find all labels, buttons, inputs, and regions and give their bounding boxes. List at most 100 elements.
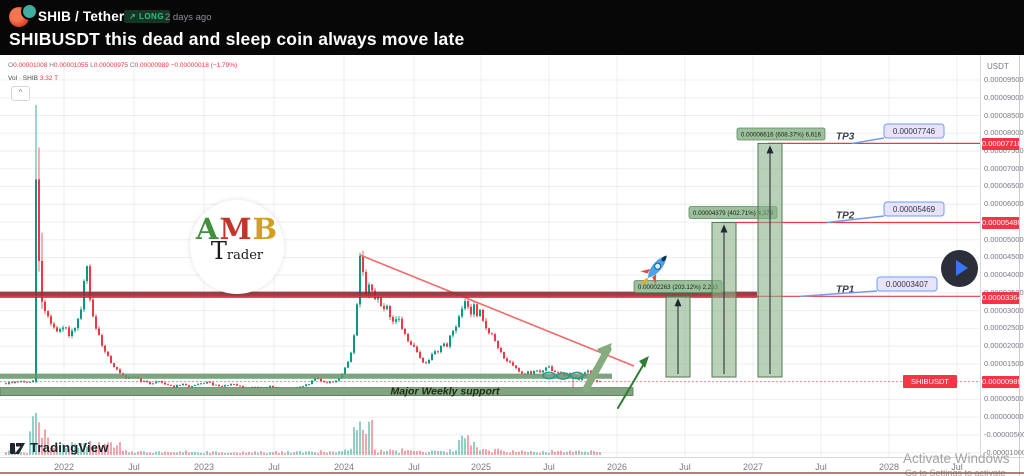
candles: [5, 104, 601, 396]
ohlc-key: C: [129, 62, 135, 69]
tradingview-wordmark: TradingView: [30, 440, 109, 455]
volume-legend: Vol · SHIB 3.32 T: [8, 75, 58, 82]
level-tp2[interactable]: TP2 0.00005469: [722, 201, 980, 224]
gain-pill: [736, 127, 826, 141]
watermark-trader: Trader: [210, 237, 264, 265]
price-axis[interactable]: USDT 0.00009500 0.00009000 0.00008500 0.000…: [980, 55, 1024, 457]
price-tick-label: 0.00002500: [984, 323, 1024, 333]
price-note-value: 0.00007746: [893, 127, 936, 136]
volume-label: Vol · SHIB: [8, 75, 38, 82]
major-support-band[interactable]: [0, 387, 634, 396]
level-price-badge: 0.00007710: [982, 137, 1022, 150]
price-note-bubble[interactable]: [883, 201, 945, 217]
price-tick-label: 0.00001500: [984, 358, 1024, 368]
drawn-up-arrow[interactable]: [582, 343, 612, 393]
published-time: 2 days ago: [165, 12, 212, 23]
level-label: TP3: [836, 131, 855, 142]
axis-currency-label: USDT: [987, 62, 1009, 71]
time-tick-label: 2027: [742, 462, 764, 472]
symbol-price-label: SHIBUSDT: [903, 375, 957, 388]
watermark-amb: AMB: [195, 212, 279, 246]
price-tick-label: 0.00009500: [984, 75, 1024, 85]
price-tick-label: 0.00008500: [984, 110, 1024, 120]
accumulation-ellipse[interactable]: [570, 371, 584, 380]
level-label: TP1: [836, 284, 855, 295]
ohlc-key: H: [49, 62, 54, 69]
price-tick-label: 0.00002000: [984, 341, 1024, 351]
price-tick-label: -0.00000500: [984, 429, 1024, 439]
projection-box[interactable]: 0.00006616 (608.37%) 6,616: [736, 127, 826, 378]
arrow-up-icon: [766, 145, 774, 154]
drawn-up-arrow[interactable]: [617, 356, 649, 409]
tether-coin-icon: [21, 3, 38, 20]
time-tick-label: Jul: [951, 462, 963, 472]
idea-header: SHIB / TetherUS ↗ LONG 2 days ago SHIBUS…: [0, 0, 1024, 55]
time-tick-label: Jul: [268, 462, 280, 472]
ohlc-key: L: [90, 62, 94, 69]
time-tick-label: 2023: [193, 462, 215, 472]
time-tick-label: 2022: [53, 462, 75, 472]
ohlc-value: 0.00000989: [134, 62, 171, 69]
projection-box[interactable]: 0.00002263 (203.12%) 2,263: [633, 280, 723, 378]
price-note-bubble[interactable]: [883, 123, 945, 139]
time-tick-label: Jul: [128, 462, 140, 472]
price-tick-label: 0.00006000: [984, 199, 1024, 209]
accumulation-ellipse[interactable]: [542, 371, 556, 380]
ohlc-value: 0.00000975: [93, 62, 130, 69]
level-tp1[interactable]: TP1 0.00003407: [0, 276, 980, 297]
arrow-up-icon: [674, 298, 682, 307]
arrow-head-icon: [597, 343, 612, 360]
tradingview-logo[interactable]: TradingView: [10, 440, 109, 455]
price-tick-label: 0.00003000: [984, 305, 1024, 315]
price-tick-label: 0.00000500: [984, 394, 1024, 404]
price-note-value: 0.00003407: [886, 280, 929, 289]
support-band[interactable]: [0, 373, 612, 379]
time-tick-label: 2028: [878, 462, 900, 472]
volume-value: 3.32 T: [39, 75, 59, 82]
level-label: TP2: [836, 211, 855, 222]
gain-pill-text: 0.00006616 (608.37%) 6,616: [741, 132, 822, 139]
price-tick-label: 0.00007500: [984, 146, 1024, 155]
ohlc-key: O: [8, 62, 14, 69]
screen-bottom-edge: [0, 472, 1024, 474]
change-value: −0.00000018 (−1.79%): [170, 62, 238, 69]
price-tick-label: 0.00004500: [984, 252, 1024, 262]
play-button[interactable]: [941, 250, 978, 287]
accumulation-ellipse[interactable]: [556, 372, 570, 380]
arrow-up-right-icon: ↗: [129, 12, 137, 21]
idea-title: SHIBUSDT this dead and sleep coin always…: [9, 29, 465, 49]
long-label: LONG: [138, 12, 165, 21]
arrow-up-icon: [720, 224, 728, 233]
time-tick-label: Jul: [679, 462, 691, 472]
rocket-icon: [640, 255, 667, 286]
price-chart-canvas[interactable]: TP1 0.00003407 TP2 0.00005469 TP3 0.00007746 0…: [0, 55, 980, 457]
screen-right-edge: [1019, 55, 1020, 476]
price-note-bubble[interactable]: [876, 276, 938, 292]
price-tick-label: 0.00007000: [984, 163, 1024, 173]
time-tick-label: 2025: [470, 462, 492, 472]
tradingview-mark-icon: [10, 442, 25, 454]
price-tick-label: -0.00001000: [984, 447, 1024, 457]
resistance-zone[interactable]: [0, 291, 757, 298]
price-tick-label: 0.00009000: [984, 92, 1024, 102]
current-price-badge: 0.00000989: [982, 376, 1022, 388]
price-tick-label: 0.00008000: [984, 128, 1024, 138]
time-axis[interactable]: 2022 Jul 2023 Jul 2024 Jul 2025 Jul 2026 Jul 2027 J…: [0, 457, 1024, 476]
price-tick-label: 0.00005000: [984, 234, 1024, 244]
ohlc-value: 0.00001008: [13, 62, 50, 69]
collapse-legend-button[interactable]: ^: [11, 86, 30, 101]
arrow-head-icon: [639, 356, 649, 368]
time-tick-label: Jul: [815, 462, 827, 472]
projection-box[interactable]: 0.00004379 (402.71%) 4,379: [688, 206, 778, 378]
price-tick-label: 0.00000000: [984, 412, 1024, 422]
time-tick-label: Jul: [543, 462, 555, 472]
amb-trader-watermark: AMB Trader: [190, 200, 284, 294]
level-price-badge: 0.00003364: [982, 291, 1022, 304]
play-icon: [956, 260, 968, 276]
level-tp3[interactable]: TP3 0.00007746: [768, 123, 980, 145]
descending-trendline[interactable]: [359, 254, 635, 367]
gain-pill-text: 0.00002263 (203.12%) 2,263: [638, 284, 719, 291]
ohlc-value: 0.00001055: [53, 62, 91, 69]
symbol-title[interactable]: SHIB / TetherUS: [38, 9, 144, 24]
